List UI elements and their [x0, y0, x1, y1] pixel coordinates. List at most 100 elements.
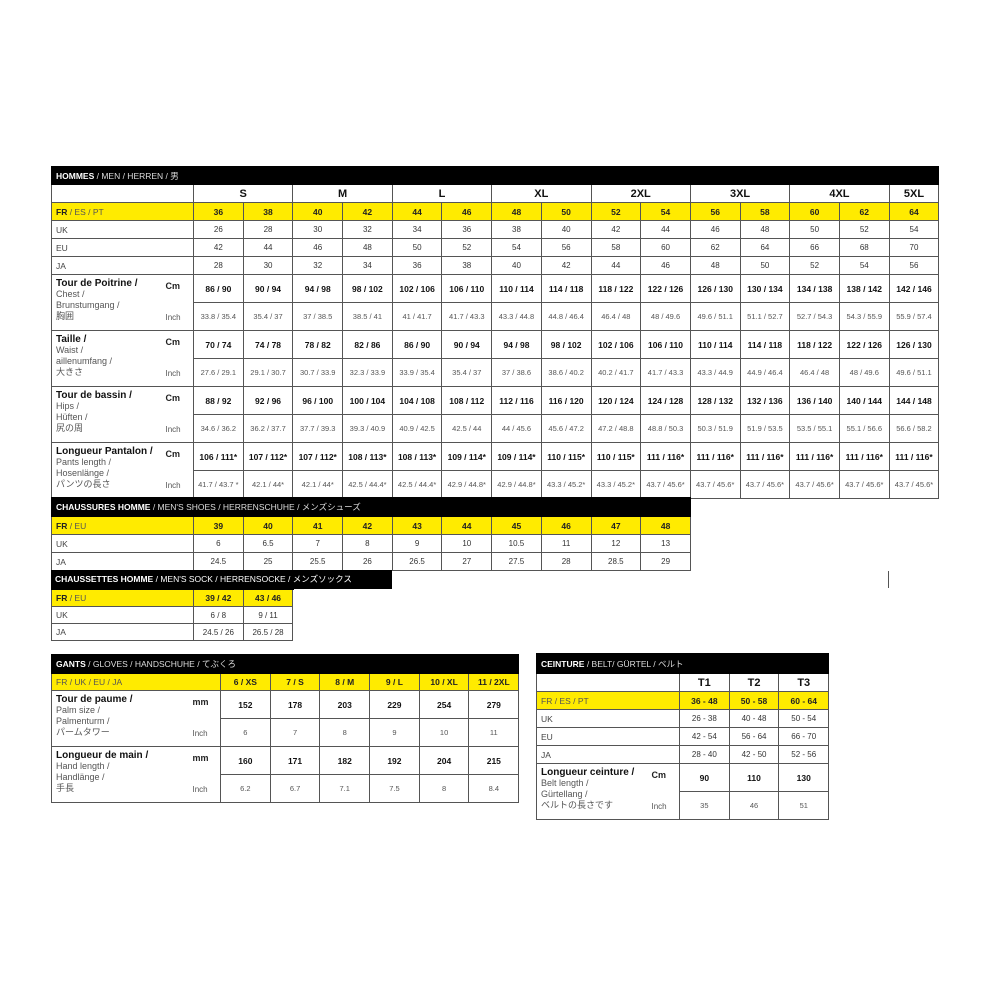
- measure-value-inch: 37.7 / 39.3: [292, 414, 344, 443]
- size-value: 62: [838, 202, 890, 221]
- measure-value-inch: 51: [778, 791, 830, 820]
- label-bold: FR: [56, 520, 68, 531]
- size-value: 10: [441, 534, 493, 553]
- men-table: HOMMES / MEN / HERREN / 男 S M L XL 2XL 3XL 4XL 5…: [50, 166, 940, 499]
- size-value: 12: [590, 534, 642, 553]
- size-value: 8: [342, 534, 393, 553]
- size-value: 44: [441, 516, 493, 535]
- measure-value: 134 / 138: [789, 274, 840, 303]
- measure-value-inch: 33.9 / 35.4: [391, 358, 443, 387]
- measure-value-inch: 46: [728, 791, 780, 820]
- measure-value-inch: 8.4: [468, 774, 520, 803]
- measure-value-inch: 55.9 / 57.4: [888, 302, 940, 331]
- measure-value: 122 / 126: [640, 274, 691, 303]
- size-value: 9 / 11: [242, 606, 294, 624]
- belt-row-uk: UK 26 - 38 40 - 48 50 - 54: [536, 709, 830, 728]
- size-value: 60 - 64: [778, 691, 830, 710]
- row-label: EU: [536, 727, 680, 746]
- measure-value-inch: 8: [319, 718, 371, 747]
- men-measure-row-inch: 41.7 / 43.7 * 42.1 / 44* 42.1 / 44* 42.5 / …: [52, 470, 940, 499]
- size-value: 56: [888, 256, 940, 275]
- row-label: UK: [536, 709, 680, 728]
- measure-value: 107 / 112*: [242, 442, 294, 471]
- measure-title: Longueur ceinture /: [541, 767, 635, 778]
- measure-value: 204: [418, 746, 470, 775]
- measure-value-inch: 48 / 49.6: [838, 358, 890, 387]
- measure-value-inch: 33.8 / 35.4: [193, 302, 244, 331]
- unit-main: Cm: [165, 281, 181, 291]
- measure-value: 138 / 142: [838, 274, 890, 303]
- belt-size-row: T1 T2 T3: [536, 673, 830, 692]
- size-value: 50: [789, 220, 840, 239]
- row-label: FR / ES / PT: [51, 202, 194, 221]
- shoes-row-ja: JA 24.5 25 25.5 26 26.5 27 27.5 28 28.5 29: [51, 552, 692, 571]
- label-bold: FR: [56, 593, 68, 603]
- gloves-measure-row: Tour de paume / Palm size / Palmenturm / パー…: [51, 690, 520, 747]
- size-value: 36: [391, 256, 443, 275]
- size-value: 44: [590, 256, 642, 275]
- size-value: 27.5: [491, 552, 542, 571]
- size-value: 44: [640, 220, 691, 239]
- size-value: 40: [540, 220, 592, 239]
- measure-label: Taille / Waist / aillenumfang / 大きさ: [51, 330, 164, 387]
- measure-value-inch: 35.4 / 37: [242, 302, 294, 331]
- measure-title: Longueur Pantalon /: [56, 446, 153, 457]
- measure-value-inch: 11: [468, 718, 520, 747]
- size-value: 30: [292, 220, 344, 239]
- measure-value: 108 / 112: [441, 386, 493, 415]
- gloves-table: GANTS / GLOVES / HANDSCHUHE / てぶくろ FR / U…: [50, 654, 520, 803]
- label-rest: / EU: [67, 593, 87, 603]
- unit-cell: Cm Inch: [163, 330, 194, 387]
- measure-value-inch: 39.3 / 40.9: [342, 414, 393, 443]
- measure-value-inch: 42.9 / 44.8*: [441, 470, 493, 499]
- measure-value-inch: 30.7 / 33.9: [292, 358, 344, 387]
- size-label: 4XL: [789, 184, 890, 203]
- measure-value-inch: 35: [679, 791, 730, 820]
- measure-value: 90 / 94: [441, 330, 493, 359]
- men-measure-row: Longueur Pantalon / Pants length / Hosenlä…: [51, 442, 940, 499]
- measure-value: 94 / 98: [292, 274, 344, 303]
- measure-translation: Gürtellang /: [541, 789, 588, 799]
- measure-label: Longueur Pantalon / Pants length / Hosenlä…: [51, 442, 164, 499]
- gloves-measure-row-inch: 6 7 8 9 10 11: [52, 718, 520, 747]
- size-value: 48: [342, 238, 393, 257]
- measure-value-inch: 49.6 / 51.1: [689, 302, 741, 331]
- measure-value-inch: 43.7 / 45.6*: [789, 470, 840, 499]
- size-value: 34: [391, 220, 443, 239]
- row-label: JA: [51, 623, 194, 641]
- measure-translation: Chest /: [56, 289, 85, 299]
- shoes-title: CHAUSSURES HOMME / MEN'S SHOES / HERRENS…: [50, 497, 692, 517]
- label-rest: FR / ES / PT: [541, 695, 589, 706]
- size-value: 41: [292, 516, 344, 535]
- measure-value: 192: [369, 746, 420, 775]
- measure-value: 104 / 108: [391, 386, 443, 415]
- measure-value-inch: 7.5: [369, 774, 420, 803]
- size-label: S: [192, 184, 294, 203]
- measure-label: Longueur de main / Hand length / Handlänge…: [51, 746, 191, 803]
- belt-fr-row: FR / ES / PT 36 - 48 50 - 58 60 - 64: [536, 691, 830, 710]
- size-label: M: [292, 184, 393, 203]
- measure-value-inch: 48.8 / 50.3: [640, 414, 691, 443]
- measure-value-inch: 41 / 41.7: [391, 302, 443, 331]
- measure-value-inch: 10: [418, 718, 470, 747]
- measure-value-inch: 43.7 / 45.6*: [689, 470, 741, 499]
- measure-value: 70 / 74: [193, 330, 244, 359]
- size-label: T2: [728, 673, 780, 692]
- row-label: JA: [536, 745, 680, 764]
- measure-value: 215: [468, 746, 520, 775]
- measure-value: 111 / 116*: [838, 442, 890, 471]
- measure-value-inch: 36.2 / 37.7: [242, 414, 294, 443]
- label-rest: / ES / PT: [67, 206, 104, 217]
- unit-main: Cm: [651, 770, 667, 780]
- row-label: UK: [51, 606, 194, 624]
- size-value: 28 - 40: [679, 745, 730, 764]
- size-value: 46: [640, 256, 691, 275]
- row-label: FR / UK / EU / JA: [51, 673, 221, 691]
- measure-value: 109 / 114*: [441, 442, 493, 471]
- measure-translation: Belt length /: [541, 778, 589, 788]
- unit-sub: Inch: [165, 369, 181, 378]
- measure-value: 109 / 114*: [491, 442, 542, 471]
- men-row-eu: EU 42 44 46 48 50 52 54 56 58 60 62 64 66 68 70: [51, 238, 940, 257]
- measure-value: 107 / 112*: [292, 442, 344, 471]
- size-value: 47: [590, 516, 642, 535]
